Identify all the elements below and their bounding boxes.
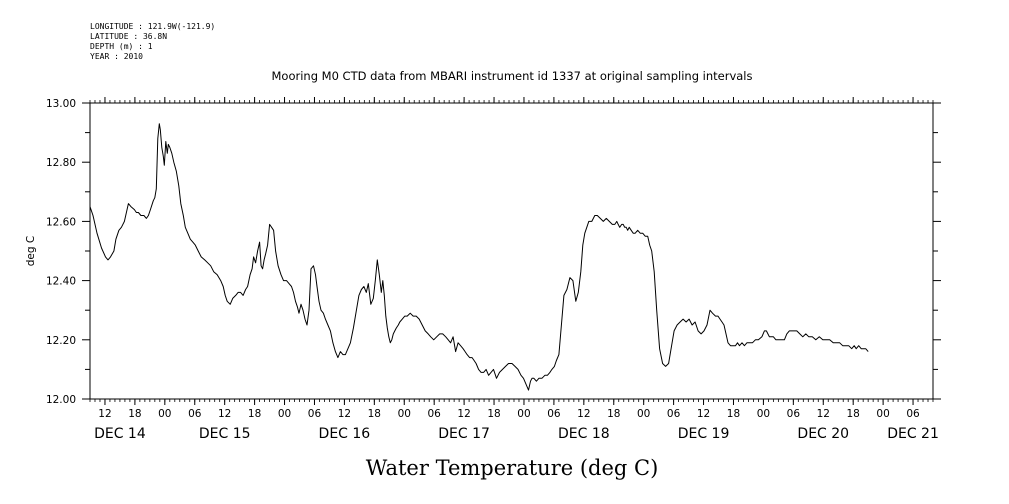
y-tick-label: 12.60 — [46, 216, 76, 228]
x-hour-tick-label: 18 — [487, 408, 500, 420]
y-tick-label: 13.00 — [46, 98, 76, 110]
x-hour-tick-label: 00 — [398, 408, 411, 420]
x-day-label: DEC 19 — [678, 426, 730, 442]
x-hour-tick-label: 12 — [457, 408, 470, 420]
y-tick-label: 12.00 — [46, 394, 76, 406]
x-hour-tick-label: 18 — [128, 408, 141, 420]
x-hour-tick-label: 18 — [727, 408, 740, 420]
x-hour-tick-label: 12 — [817, 408, 830, 420]
x-hour-tick-label: 06 — [547, 408, 561, 420]
x-axis-title: Water Temperature (deg C) — [366, 456, 659, 480]
water-temperature-line — [89, 123, 869, 391]
x-hour-tick-label: 06 — [427, 408, 441, 420]
meta-latitude: LATITUDE : 36.8N — [90, 32, 168, 41]
meta-longitude: LONGITUDE : 121.9W(-121.9) — [90, 22, 216, 31]
x-hour-tick-label: 06 — [787, 408, 801, 420]
y-tick-label: 12.80 — [46, 157, 76, 169]
plot-frame — [89, 102, 934, 400]
x-day-label: DEC 16 — [319, 426, 371, 442]
y-tick-label: 12.20 — [46, 335, 76, 347]
x-hour-tick-label: 06 — [667, 408, 681, 420]
chart-title: Mooring M0 CTD data from MBARI instrumen… — [272, 69, 753, 83]
x-hour-tick-label: 00 — [158, 408, 171, 420]
x-hour-tick-label: 00 — [517, 408, 530, 420]
x-day-label: DEC 14 — [94, 426, 146, 442]
series-group — [89, 123, 869, 391]
x-hour-tick-label: 12 — [577, 408, 590, 420]
y-tick-label: 12.40 — [46, 276, 76, 288]
x-day-label: DEC 17 — [438, 426, 490, 442]
x-day-label: DEC 21 — [887, 426, 939, 442]
meta-depth: DEPTH (m) : 1 — [90, 42, 153, 51]
x-hour-tick-label: 12 — [218, 408, 231, 420]
y-axis-label: deg C — [25, 236, 37, 266]
x-day-label: DEC 20 — [797, 426, 849, 442]
x-hour-tick-label: 12 — [338, 408, 351, 420]
axes-group: 12 18 00 06 12 18 00 06 12 18 00 06 12 18 00 06 12 18 00 06… — [46, 97, 941, 442]
x-hour-tick-label: 00 — [757, 408, 770, 420]
x-hour-tick-label: 06 — [308, 408, 322, 420]
meta-year: YEAR : 2010 — [90, 52, 143, 61]
x-hour-tick-label: 00 — [876, 408, 889, 420]
x-hour-tick-label: 12 — [98, 408, 111, 420]
x-day-label: DEC 15 — [199, 426, 251, 442]
x-hour-tick-label: 18 — [607, 408, 620, 420]
x-hour-tick-label: 18 — [368, 408, 381, 420]
x-hour-tick-label: 06 — [906, 408, 920, 420]
x-day-label: DEC 18 — [558, 426, 610, 442]
metadata-block: LONGITUDE : 121.9W(-121.9) LATITUDE : 36… — [90, 22, 215, 62]
x-hour-tick-label: 12 — [697, 408, 710, 420]
x-hour-tick-label: 00 — [637, 408, 650, 420]
x-hour-tick-label: 18 — [847, 408, 860, 420]
x-hour-tick-label: 06 — [188, 408, 202, 420]
x-hour-tick-label: 00 — [278, 408, 291, 420]
x-hour-tick-label: 18 — [248, 408, 261, 420]
